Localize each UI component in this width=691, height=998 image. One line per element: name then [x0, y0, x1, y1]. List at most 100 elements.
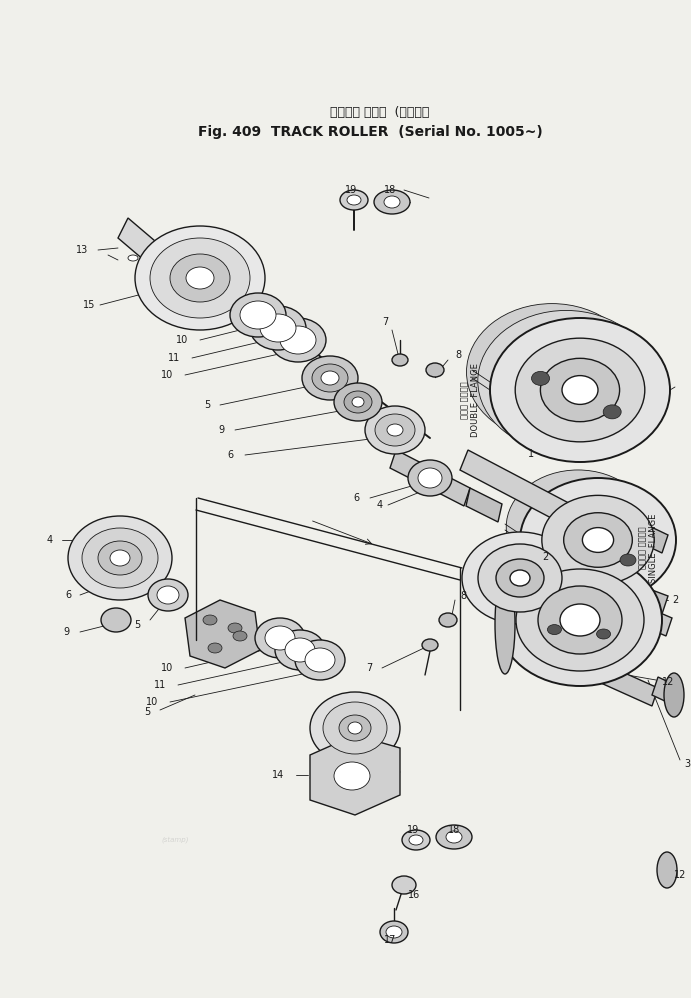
Ellipse shape — [365, 406, 425, 454]
Ellipse shape — [409, 835, 423, 845]
Ellipse shape — [275, 630, 325, 670]
Text: 2: 2 — [672, 595, 679, 605]
Text: (stamp): (stamp) — [161, 836, 189, 843]
Ellipse shape — [228, 623, 242, 633]
Text: 18: 18 — [448, 825, 460, 835]
Text: 8: 8 — [455, 350, 461, 360]
Text: 6: 6 — [65, 590, 71, 600]
Ellipse shape — [436, 825, 472, 849]
Text: Fig. 409  TRACK ROLLER  (Serial No. 1005~): Fig. 409 TRACK ROLLER (Serial No. 1005~) — [198, 125, 542, 139]
Ellipse shape — [302, 356, 358, 400]
Text: 15: 15 — [83, 300, 95, 310]
Ellipse shape — [82, 528, 158, 588]
Text: 10: 10 — [146, 697, 158, 707]
Text: 4: 4 — [47, 535, 53, 545]
Ellipse shape — [347, 195, 361, 205]
Ellipse shape — [110, 550, 130, 566]
Text: 17: 17 — [384, 935, 396, 945]
Text: 12: 12 — [674, 870, 686, 880]
Ellipse shape — [664, 673, 684, 717]
Text: 7: 7 — [382, 317, 388, 327]
Text: 5: 5 — [204, 400, 210, 410]
Text: 2: 2 — [542, 552, 549, 562]
Ellipse shape — [542, 495, 654, 585]
Text: 19: 19 — [345, 185, 357, 195]
Text: 5: 5 — [134, 620, 140, 630]
Ellipse shape — [230, 293, 286, 337]
Ellipse shape — [380, 921, 408, 943]
Ellipse shape — [334, 383, 382, 421]
Ellipse shape — [516, 569, 644, 671]
Polygon shape — [466, 488, 502, 522]
Text: 16: 16 — [408, 890, 420, 900]
Ellipse shape — [240, 301, 276, 329]
Text: 13: 13 — [76, 245, 88, 255]
Ellipse shape — [495, 574, 515, 674]
Ellipse shape — [547, 625, 562, 635]
Polygon shape — [638, 587, 668, 614]
Text: 3: 3 — [684, 759, 690, 769]
Ellipse shape — [312, 364, 348, 392]
Polygon shape — [390, 450, 470, 506]
Ellipse shape — [323, 702, 387, 754]
Ellipse shape — [339, 715, 371, 741]
Ellipse shape — [392, 354, 408, 366]
Ellipse shape — [520, 478, 676, 602]
Ellipse shape — [310, 692, 400, 764]
Ellipse shape — [418, 468, 442, 488]
Ellipse shape — [531, 371, 549, 385]
Text: 1: 1 — [528, 449, 534, 459]
Ellipse shape — [255, 618, 305, 658]
Polygon shape — [185, 600, 260, 668]
Text: 7: 7 — [366, 663, 372, 673]
Ellipse shape — [540, 358, 620, 422]
Text: 18: 18 — [384, 185, 396, 195]
Text: シングル フランジ
SINGLE  FLANGE: シングル フランジ SINGLE FLANGE — [638, 513, 658, 583]
Ellipse shape — [510, 570, 530, 586]
Ellipse shape — [150, 238, 250, 318]
Ellipse shape — [478, 544, 562, 612]
Ellipse shape — [490, 318, 670, 462]
Ellipse shape — [375, 414, 415, 446]
Ellipse shape — [439, 613, 457, 627]
Ellipse shape — [462, 532, 578, 624]
Polygon shape — [118, 218, 175, 278]
Text: 4: 4 — [377, 500, 383, 510]
Ellipse shape — [265, 626, 295, 650]
Ellipse shape — [402, 830, 430, 850]
Ellipse shape — [422, 639, 438, 651]
Ellipse shape — [260, 314, 296, 342]
Ellipse shape — [170, 254, 230, 302]
Ellipse shape — [280, 326, 316, 354]
Polygon shape — [310, 735, 400, 815]
Ellipse shape — [392, 876, 416, 894]
Ellipse shape — [135, 226, 265, 330]
Polygon shape — [624, 600, 672, 636]
Ellipse shape — [498, 554, 662, 686]
Text: 9: 9 — [219, 425, 225, 435]
Polygon shape — [572, 652, 658, 706]
Ellipse shape — [250, 306, 306, 350]
Ellipse shape — [408, 460, 452, 496]
Polygon shape — [624, 596, 638, 618]
Ellipse shape — [374, 190, 410, 214]
Ellipse shape — [477, 310, 654, 451]
Ellipse shape — [186, 267, 214, 289]
Text: 6: 6 — [228, 450, 234, 460]
Ellipse shape — [295, 640, 345, 680]
Ellipse shape — [596, 629, 611, 639]
Text: 12: 12 — [662, 677, 674, 687]
Text: 5: 5 — [144, 707, 150, 717]
Ellipse shape — [208, 643, 222, 653]
Ellipse shape — [348, 722, 362, 734]
Ellipse shape — [426, 363, 444, 377]
Ellipse shape — [340, 190, 368, 210]
Ellipse shape — [603, 405, 621, 419]
Text: 6: 6 — [354, 493, 360, 503]
Ellipse shape — [98, 541, 142, 575]
Ellipse shape — [384, 196, 400, 208]
Ellipse shape — [564, 513, 632, 567]
Ellipse shape — [203, 615, 217, 625]
Ellipse shape — [515, 338, 645, 442]
Ellipse shape — [101, 608, 131, 632]
